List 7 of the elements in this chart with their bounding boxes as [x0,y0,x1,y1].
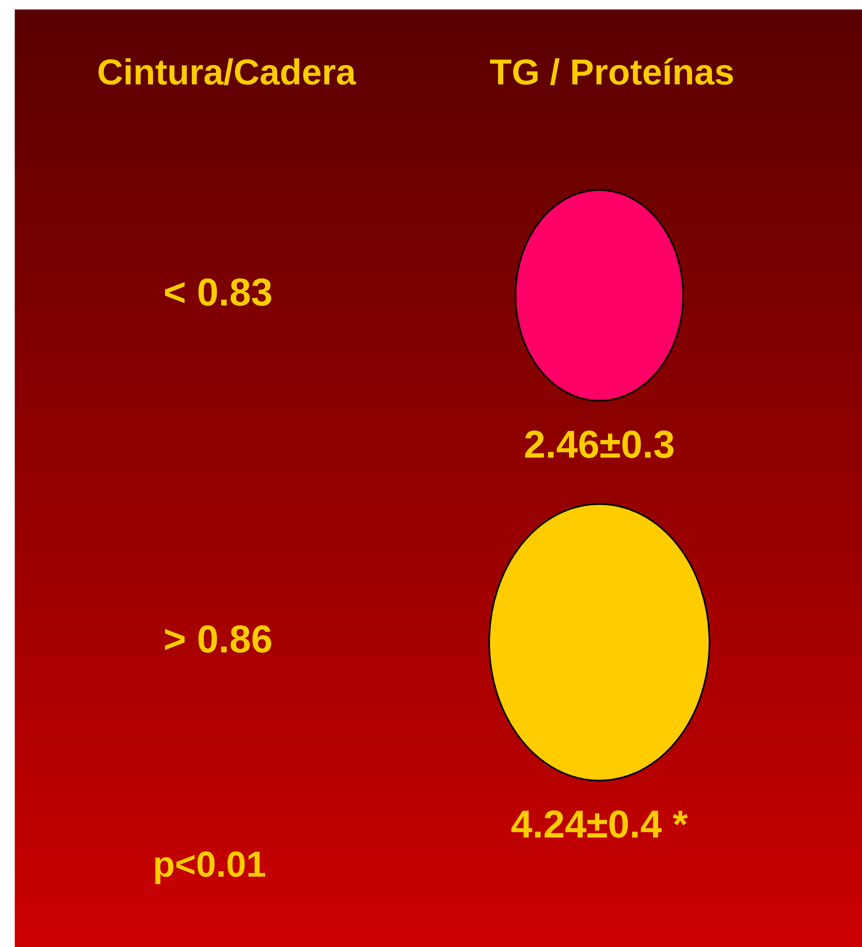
text: Cintura/Cadera [98,58,356,86]
text: p<0.01 [155,851,266,884]
text: TG / Proteínas [490,58,733,86]
data-label: 2.46±0.3 [525,430,674,458]
data-label: 4.24±0.4 * [511,810,688,838]
category-label: > 0.86 [165,625,272,653]
category-label: < 0.83 [165,278,272,306]
